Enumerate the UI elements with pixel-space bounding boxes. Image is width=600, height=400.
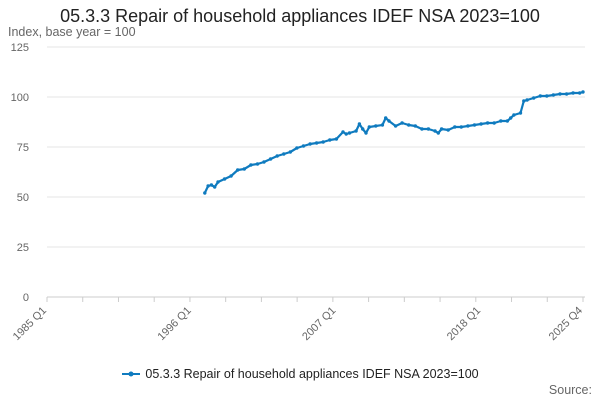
data-point[interactable]: [275, 154, 279, 158]
data-point[interactable]: [301, 144, 306, 148]
data-point[interactable]: [229, 174, 233, 178]
data-point[interactable]: [538, 94, 542, 98]
data-point[interactable]: [262, 160, 266, 164]
data-point[interactable]: [321, 140, 325, 144]
x-tick-label: 2018 Q1: [445, 305, 483, 343]
data-point[interactable]: [206, 184, 210, 188]
data-point[interactable]: [400, 121, 404, 125]
chart-title: 05.3.3 Repair of household appliances ID…: [60, 6, 540, 26]
data-point[interactable]: [374, 124, 378, 128]
data-point[interactable]: [295, 146, 299, 150]
data-point[interactable]: [466, 124, 470, 128]
data-point[interactable]: [407, 123, 411, 127]
x-tick-label: 1996 Q1: [155, 305, 193, 343]
y-tick-label: 125: [11, 42, 29, 54]
x-tick-label: 2025 Q4: [547, 305, 585, 343]
data-point[interactable]: [268, 157, 273, 161]
y-tick-label: 0: [23, 292, 29, 304]
data-point[interactable]: [426, 127, 431, 131]
data-point[interactable]: [518, 111, 523, 115]
data-point[interactable]: [387, 119, 391, 123]
data-point[interactable]: [314, 141, 319, 145]
axes: 0 25 50 75 100 125 1985 Q1 1996 Q1 2007 Q1 2018 Q…: [11, 42, 585, 343]
y-tick-label: 75: [17, 142, 29, 154]
data-point[interactable]: [341, 130, 345, 134]
data-point[interactable]: [509, 116, 513, 120]
data-point[interactable]: [344, 132, 348, 136]
data-point[interactable]: [367, 125, 371, 129]
data-point[interactable]: [551, 93, 556, 97]
data-point[interactable]: [282, 152, 286, 156]
data-point[interactable]: [361, 127, 365, 131]
data-point[interactable]: [354, 129, 358, 133]
data-point[interactable]: [255, 162, 260, 166]
y-tick-label: 100: [11, 92, 29, 104]
data-point[interactable]: [492, 121, 496, 125]
data-point[interactable]: [203, 191, 207, 195]
data-point[interactable]: [499, 119, 503, 123]
data-point[interactable]: [545, 94, 549, 98]
legend-label: 05.3.3 Repair of household appliances ID…: [145, 367, 479, 381]
legend-swatch: [122, 371, 141, 377]
data-point[interactable]: [347, 131, 352, 135]
data-point[interactable]: [439, 127, 444, 131]
data-point[interactable]: [522, 99, 526, 103]
data-point[interactable]: [222, 177, 227, 181]
data-point[interactable]: [213, 185, 217, 189]
data-point[interactable]: [357, 122, 362, 126]
data-point[interactable]: [308, 142, 312, 146]
data-point[interactable]: [436, 131, 440, 135]
data-point[interactable]: [581, 90, 585, 94]
data-point[interactable]: [558, 92, 562, 96]
data-point[interactable]: [485, 121, 490, 125]
legend[interactable]: 05.3.3 Repair of household appliances ID…: [0, 367, 600, 381]
data-point[interactable]: [578, 91, 582, 95]
data-point[interactable]: [249, 163, 253, 167]
data-point[interactable]: [571, 91, 575, 95]
source-label: Source:: [548, 383, 592, 397]
data-point[interactable]: [472, 123, 477, 127]
data-point[interactable]: [512, 113, 516, 117]
series-layer: [203, 90, 585, 195]
y-tick-label: 50: [17, 192, 29, 204]
data-point[interactable]: [209, 183, 214, 187]
data-point[interactable]: [393, 124, 398, 128]
x-tick-label: 1985 Q1: [11, 305, 49, 343]
data-point[interactable]: [446, 128, 450, 132]
data-point[interactable]: [413, 124, 417, 128]
series-line[interactable]: [203, 90, 584, 194]
y-tick-label: 25: [17, 242, 29, 254]
data-point[interactable]: [564, 92, 569, 96]
data-point[interactable]: [364, 131, 368, 135]
data-point[interactable]: [242, 167, 246, 171]
data-point[interactable]: [420, 127, 424, 131]
x-tick-label: 2007 Q1: [300, 305, 338, 343]
data-point[interactable]: [525, 98, 529, 102]
data-point[interactable]: [453, 125, 457, 129]
data-point[interactable]: [433, 129, 437, 133]
data-point[interactable]: [288, 150, 292, 154]
y-axis-label: Index, base year = 100: [8, 25, 136, 39]
data-point[interactable]: [505, 119, 510, 123]
data-point[interactable]: [479, 122, 483, 126]
data-point[interactable]: [459, 125, 463, 129]
data-point[interactable]: [334, 137, 339, 141]
data-point[interactable]: [384, 116, 388, 120]
data-point[interactable]: [328, 138, 332, 142]
data-point[interactable]: [380, 123, 385, 127]
data-point[interactable]: [532, 96, 536, 100]
data-point[interactable]: [236, 168, 240, 172]
gridlines: [47, 46, 585, 298]
data-point[interactable]: [216, 180, 220, 184]
